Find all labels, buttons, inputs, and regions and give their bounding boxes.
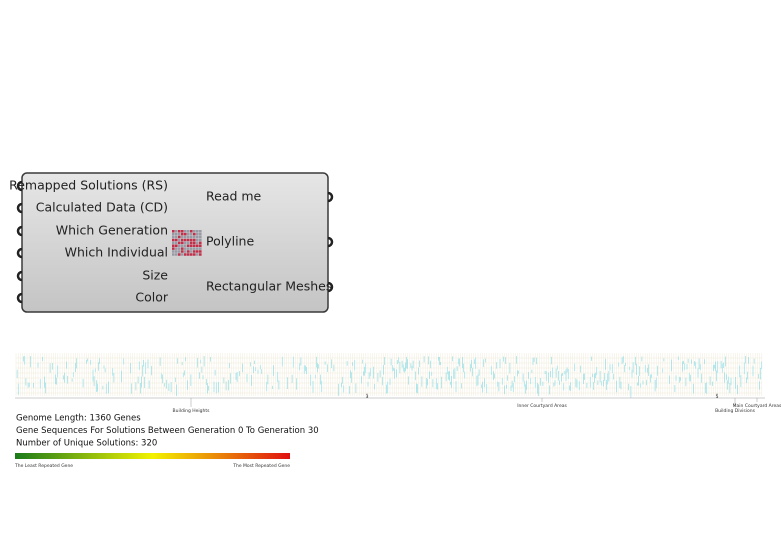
output-grip[interactable] bbox=[327, 191, 334, 203]
output-label: Polyline bbox=[206, 234, 254, 249]
output-grip[interactable] bbox=[327, 281, 334, 293]
section-label: Main Courtyard Areas bbox=[733, 403, 781, 409]
legend-min: The Least Repeated Gene bbox=[14, 463, 73, 469]
output-label: Rectangular Meshes bbox=[206, 279, 332, 294]
input-grip[interactable] bbox=[16, 225, 23, 237]
input-grip[interactable] bbox=[16, 180, 23, 192]
input-grip[interactable] bbox=[16, 202, 23, 214]
input-grip[interactable] bbox=[16, 270, 23, 282]
info-line: Gene Sequences For Solutions Between Gen… bbox=[16, 426, 319, 436]
section-label: Inner Courtyard Areas bbox=[517, 403, 567, 409]
input-label: Remapped Solutions (RS) bbox=[9, 178, 168, 193]
section-label: Building Divisions bbox=[715, 408, 756, 414]
legend-max: The Most Repeated Gene bbox=[232, 463, 290, 469]
grips bbox=[16, 180, 334, 304]
input-label: Calculated Data (CD) bbox=[36, 200, 168, 215]
component-icon bbox=[172, 230, 202, 256]
gene-lines bbox=[16, 356, 763, 398]
input-grip[interactable] bbox=[16, 292, 23, 304]
icon-gray bbox=[172, 230, 202, 256]
gene-strip bbox=[15, 353, 763, 398]
input-label: Which Individual bbox=[65, 245, 168, 260]
input-label: Which Generation bbox=[56, 223, 168, 238]
section-label: 5 bbox=[716, 394, 719, 400]
section-label: 3 bbox=[366, 394, 369, 400]
strip-grid bbox=[15, 353, 762, 396]
output-grip[interactable] bbox=[327, 236, 334, 248]
input-grip[interactable] bbox=[16, 247, 23, 259]
info-line: Genome Length: 1360 Genes bbox=[16, 414, 141, 424]
legend-gradient bbox=[15, 453, 290, 459]
output-label: Read me bbox=[206, 189, 262, 204]
info-line: Number of Unique Solutions: 320 bbox=[16, 439, 157, 449]
input-label: Size bbox=[142, 268, 168, 283]
section-label: Building Heights bbox=[173, 408, 211, 414]
icon-red bbox=[172, 230, 202, 256]
input-label: Color bbox=[135, 290, 168, 305]
